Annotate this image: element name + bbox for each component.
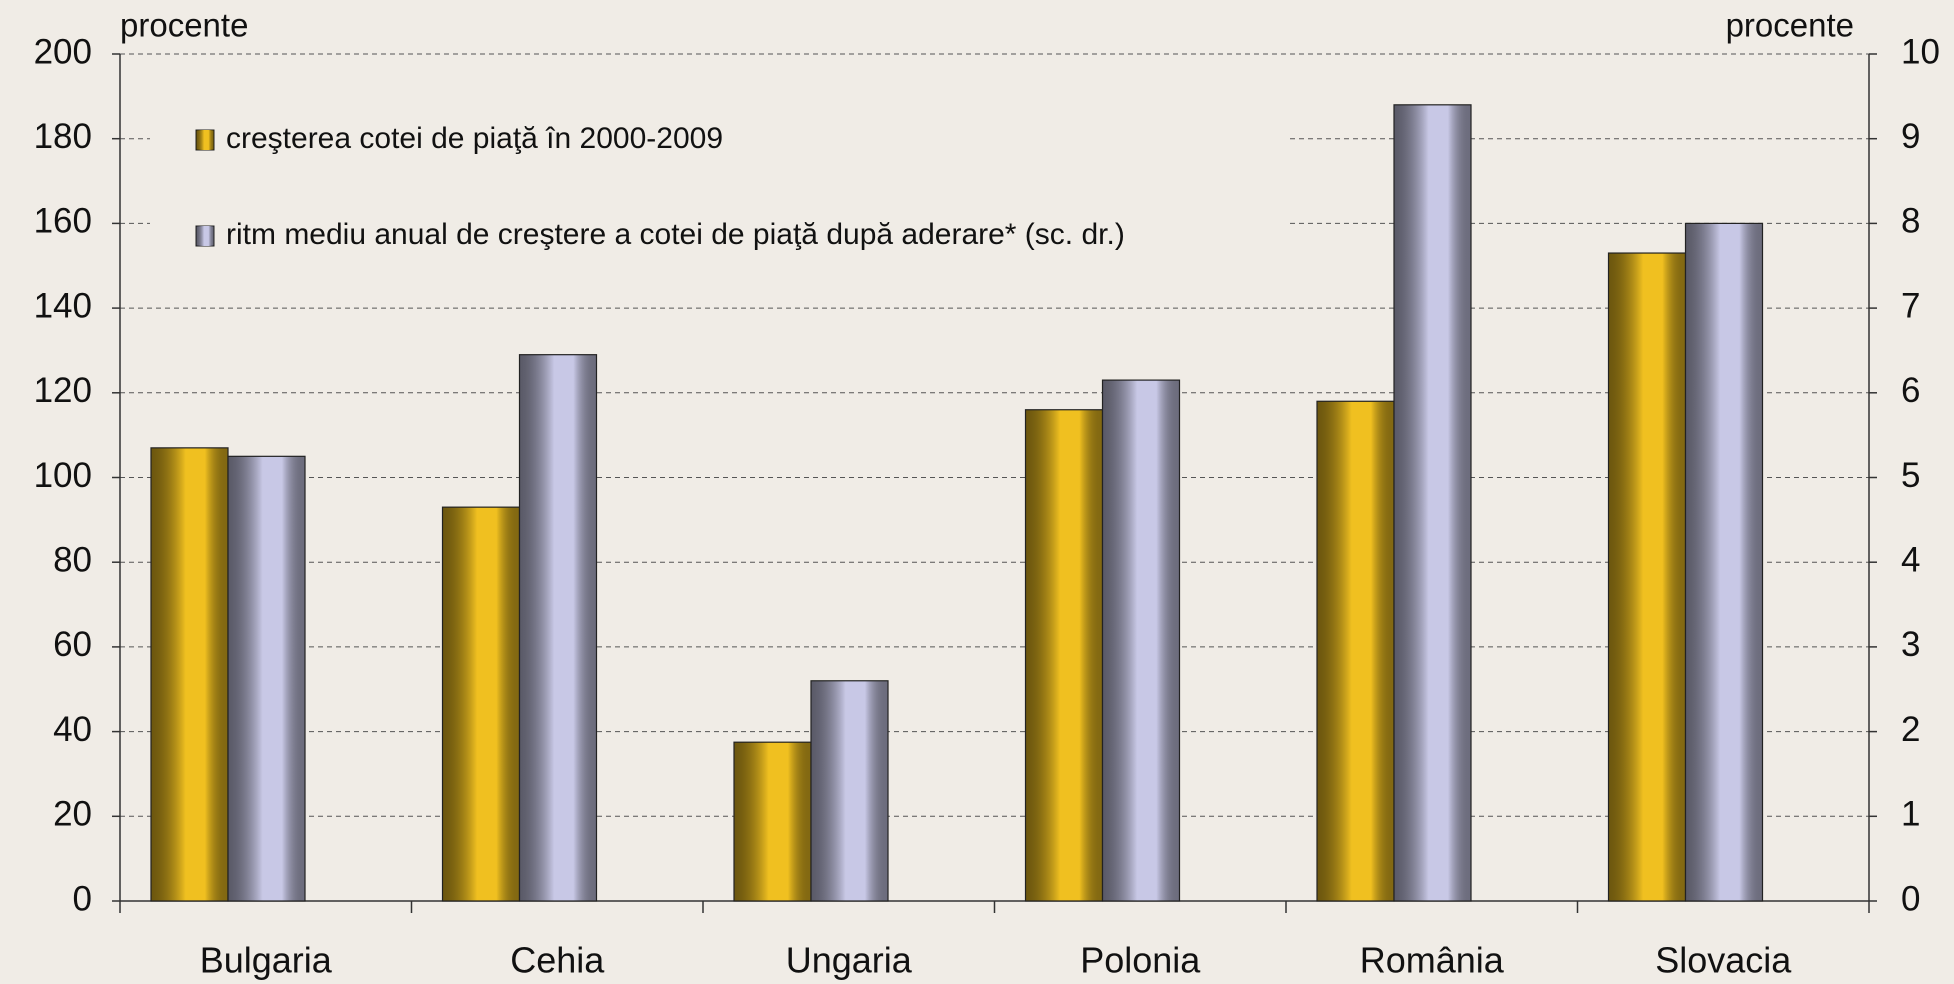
bar — [227, 455, 306, 902]
bar — [810, 680, 889, 902]
y-tick-label: 40 — [53, 710, 92, 749]
bar-shade — [1607, 252, 1687, 902]
y-tick-label: 100 — [34, 456, 92, 495]
bar — [1316, 400, 1395, 902]
y-tick-label: 180 — [34, 117, 92, 156]
bar-shade — [1393, 104, 1472, 902]
x-tick-label: Slovacia — [1655, 940, 1792, 981]
bar-shade — [1024, 409, 1104, 902]
y2-tick-label: 7 — [1901, 286, 1920, 325]
bar — [1393, 104, 1472, 902]
bar-shade — [733, 741, 812, 902]
x-tick-label: România — [1360, 940, 1505, 981]
y-tick-label: 80 — [53, 540, 92, 579]
bar-shade — [1101, 379, 1181, 902]
y2-axis-label: procente — [1726, 7, 1854, 44]
legend-box — [150, 105, 1290, 265]
bar-shade — [518, 354, 598, 902]
bar — [518, 354, 598, 902]
y2-tick-label: 6 — [1901, 371, 1920, 410]
bar-shade — [1316, 400, 1395, 902]
legend-label: creşterea cotei de piaţă în 2000-2009 — [226, 122, 723, 155]
x-tick-label: Cehia — [510, 940, 605, 981]
bar-shade — [810, 680, 889, 902]
y-tick-label: 200 — [34, 32, 92, 71]
y-tick-label: 160 — [34, 202, 92, 241]
legend-swatch-shade — [196, 226, 214, 246]
y2-tick-label: 3 — [1901, 625, 1920, 664]
y-tick-label: 20 — [53, 795, 92, 834]
legend-label: ritm mediu anual de creştere a cotei de … — [226, 218, 1125, 251]
y-tick-label: 120 — [34, 371, 92, 410]
bar-shade — [441, 506, 521, 902]
y-tick-label: 0 — [73, 879, 92, 918]
y2-tick-label: 5 — [1901, 456, 1920, 495]
bar-shade — [227, 455, 306, 902]
y2-tick-label: 2 — [1901, 710, 1920, 749]
bar — [1684, 222, 1764, 902]
bar-shade — [150, 447, 229, 902]
bar — [1607, 252, 1687, 902]
y2-tick-label: 4 — [1901, 540, 1920, 579]
x-tick-label: Bulgaria — [200, 940, 333, 981]
y2-tick-label: 8 — [1901, 202, 1920, 241]
bar-shade — [1684, 222, 1764, 902]
bar — [441, 506, 521, 902]
y2-tick-label: 9 — [1901, 117, 1920, 156]
y-tick-label: 60 — [53, 625, 92, 664]
x-tick-label: Polonia — [1080, 940, 1201, 981]
legend-swatch-shade — [196, 130, 214, 150]
bar — [150, 447, 229, 902]
bar — [733, 741, 812, 902]
y2-tick-label: 1 — [1901, 795, 1920, 834]
y-tick-label: 140 — [34, 286, 92, 325]
bar — [1101, 379, 1181, 902]
y-axis-label: procente — [120, 7, 248, 44]
y2-tick-label: 10 — [1901, 32, 1940, 71]
y2-tick-label: 0 — [1901, 879, 1920, 918]
bar — [1024, 409, 1104, 902]
x-tick-label: Ungaria — [786, 940, 913, 981]
